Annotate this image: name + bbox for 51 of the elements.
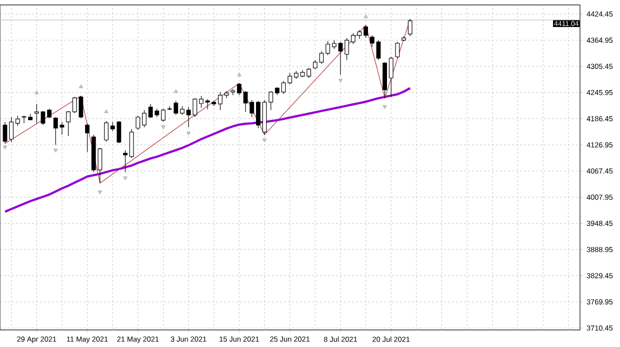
candlestick [66,110,71,136]
candlestick [15,116,20,126]
candlestick [60,122,64,136]
point [104,109,108,114]
candlestick [256,100,260,128]
point [262,138,267,142]
point [338,78,343,83]
point [98,190,102,194]
candlestick [123,150,128,172]
point [78,84,84,88]
candlestick [104,120,108,142]
point [123,176,128,180]
candlestick [344,38,350,60]
point [174,89,178,93]
point [161,126,166,130]
candlestick [142,110,146,128]
point [54,148,58,153]
candlestick [9,116,14,142]
candlestick [357,30,362,40]
candlestick [47,108,52,118]
candlestick [408,18,412,37]
candlestick [281,80,286,94]
candlestick [53,116,58,146]
candlestick [338,42,343,76]
candlestick [288,72,292,84]
point [237,72,242,76]
candlestick [326,40,330,56]
line-series [4,18,410,184]
candlestick [312,60,318,70]
candlestick [306,68,312,78]
candlestick [319,50,324,64]
candlestick [2,122,8,144]
candlestick [224,90,229,99]
candlestick [22,116,26,124]
point [34,90,39,94]
point [186,132,191,136]
candlestick [40,110,46,126]
candlestick [199,96,204,108]
candlestick [161,108,166,122]
point [364,14,368,18]
candlestick [237,82,242,96]
candlestick [85,122,90,152]
point [382,105,387,109]
point [2,146,8,150]
candlestick [364,24,368,38]
candlestick [136,116,140,130]
candlestick [34,104,39,124]
candlestick [395,42,400,58]
candlestick [218,92,222,110]
candlestick [388,56,394,98]
candlestick [350,32,356,44]
